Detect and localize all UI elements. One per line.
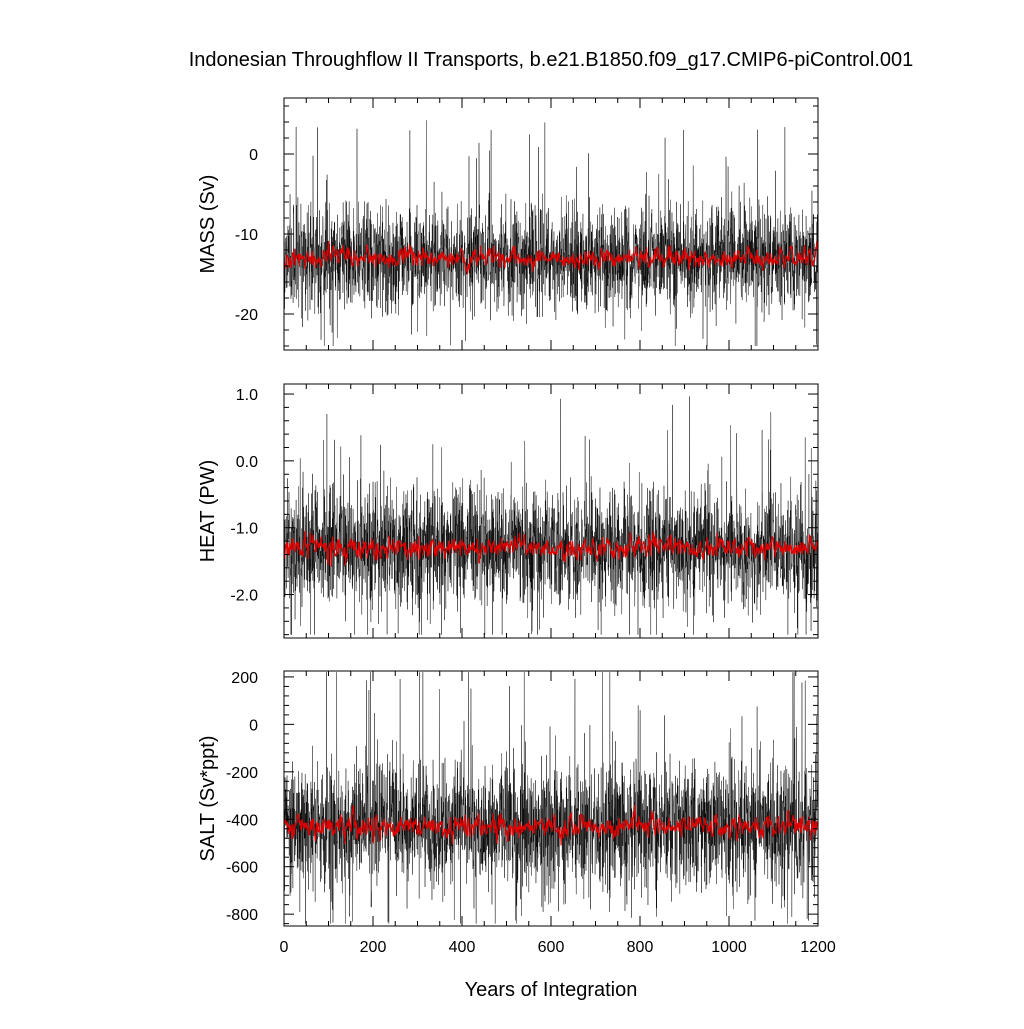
y-tick-label: 1.0 <box>236 387 258 404</box>
y-axis-label-heat: HEAT (PW) <box>197 460 219 563</box>
y-tick-label: 0 <box>249 147 258 164</box>
plot-area-heat <box>284 396 818 635</box>
y-tick-label: -200 <box>226 765 258 782</box>
panels: 0 -10 -20 MASS (Sv) 1.0 0.0 -1.0 -2.0 HEAT (PW) 0… <box>197 97 836 956</box>
y-tick-label: -600 <box>226 860 258 877</box>
x-tick-label: 1000 <box>711 939 747 956</box>
x-tick-label: 800 <box>627 939 654 956</box>
y-tick-label: -10 <box>235 227 258 244</box>
x-tick-label: 200 <box>360 939 387 956</box>
x-tick-label: 0 <box>280 939 289 956</box>
y-tick-label: -1.0 <box>230 521 258 538</box>
panel-salt: 0 200 400 600 800 1000 1200 200 0 -200 -400 -600 -80… <box>197 670 836 956</box>
y-tick-label: -800 <box>226 907 258 924</box>
series-smoothed-heat <box>284 530 818 567</box>
series-raw-heat <box>284 396 818 635</box>
series-smoothed-mass <box>284 240 818 275</box>
panel-heat: 1.0 0.0 -1.0 -2.0 HEAT (PW) <box>197 383 819 639</box>
y-tick-label: 200 <box>231 670 258 687</box>
x-tick-label: 1200 <box>800 939 836 956</box>
y-tick-label: -2.0 <box>230 588 258 605</box>
y-tick-label: -400 <box>226 812 258 829</box>
y-tick-label: -20 <box>235 307 258 324</box>
x-axis-label: Years of Integration <box>465 979 638 1001</box>
plot-area-mass <box>284 120 818 347</box>
y-axis-label-mass: MASS (Sv) <box>197 175 219 274</box>
x-tick-label: 400 <box>449 939 476 956</box>
plot-frame-mass <box>283 97 819 351</box>
series-raw-salt <box>284 672 818 924</box>
figure-title: Indonesian Throughflow II Transports, b.… <box>189 49 914 71</box>
y-tick-label: 0.0 <box>236 454 258 471</box>
series-smoothed-salt <box>284 804 818 846</box>
plot-frame-salt <box>283 670 819 927</box>
series-raw-mass <box>284 120 818 347</box>
plot-frame-heat <box>283 383 819 639</box>
y-axis-label-salt: SALT (Sv*ppt) <box>197 736 219 862</box>
panel-mass: 0 -10 -20 MASS (Sv) <box>197 97 819 351</box>
x-tick-label: 600 <box>538 939 565 956</box>
plot-area-salt <box>284 672 818 924</box>
y-tick-label: 0 <box>249 717 258 734</box>
